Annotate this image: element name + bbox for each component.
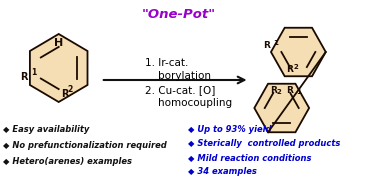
Text: R: R xyxy=(20,72,28,82)
Text: 2: 2 xyxy=(277,89,282,95)
Text: 2. Cu-cat. [O]
    homocoupling: 2. Cu-cat. [O] homocoupling xyxy=(145,85,232,108)
Text: 2: 2 xyxy=(293,64,298,70)
Text: ◆ Hetero(arenes) examples: ◆ Hetero(arenes) examples xyxy=(3,157,132,166)
Text: ◆ 34 examples: ◆ 34 examples xyxy=(188,167,257,176)
Text: R: R xyxy=(263,41,270,50)
Text: 1: 1 xyxy=(31,68,36,77)
Text: ◆ Mild reaction conditions: ◆ Mild reaction conditions xyxy=(188,153,311,162)
Text: ◆ Easy availability: ◆ Easy availability xyxy=(3,125,89,134)
Polygon shape xyxy=(30,34,87,102)
Text: H: H xyxy=(54,38,64,48)
Text: 1: 1 xyxy=(296,89,301,95)
Text: 1: 1 xyxy=(273,40,278,46)
Text: 1. Ir-cat.
    borylation: 1. Ir-cat. borylation xyxy=(145,58,211,81)
Text: R: R xyxy=(287,86,293,95)
Text: ◆ No prefunctionalization required: ◆ No prefunctionalization required xyxy=(3,141,167,150)
Text: ◆ Sterically  controlled products: ◆ Sterically controlled products xyxy=(188,139,340,148)
Polygon shape xyxy=(271,28,326,76)
Text: "One-Pot": "One-Pot" xyxy=(142,8,216,21)
Text: R: R xyxy=(270,86,277,95)
Polygon shape xyxy=(254,84,309,132)
Text: ◆ Up to 93% yield: ◆ Up to 93% yield xyxy=(188,125,271,134)
Text: 2: 2 xyxy=(68,85,73,94)
Text: R: R xyxy=(287,65,293,74)
Text: R: R xyxy=(60,89,68,99)
